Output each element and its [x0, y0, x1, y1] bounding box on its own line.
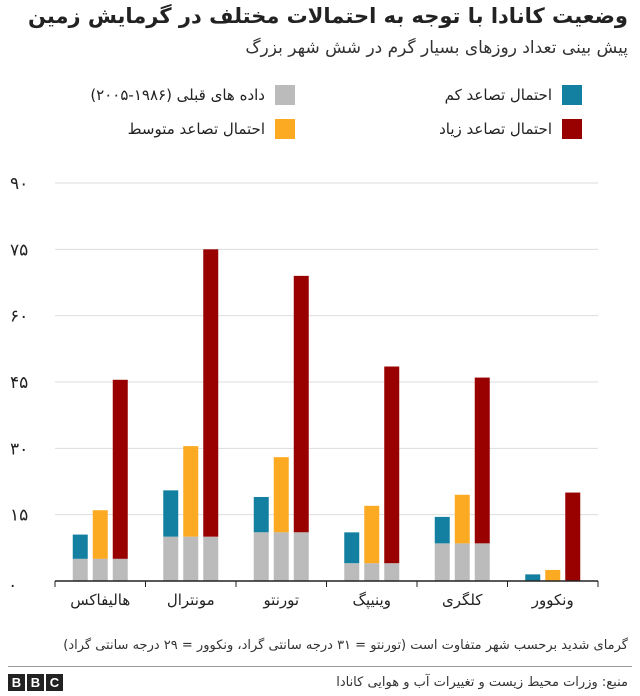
bbc-logo: B B C — [8, 674, 63, 691]
bar-projection — [344, 532, 360, 564]
bar-historical — [183, 536, 199, 581]
footer-divider — [8, 666, 632, 667]
legend-swatch-high — [562, 119, 582, 139]
bar-historical — [434, 543, 450, 581]
bar-projection — [545, 569, 561, 581]
bar-projection — [293, 275, 309, 533]
source-note: منبع: وزرات محیط زیست و تغییرات آب و هوا… — [336, 675, 628, 690]
bar-historical — [163, 536, 179, 581]
legend-high: احتمال تصاعد زیاد — [439, 119, 582, 139]
legend-swatch-low — [562, 85, 582, 105]
x-tick-label: هالیفاکس — [70, 591, 130, 609]
legend-label-high: احتمال تصاعد زیاد — [439, 120, 552, 138]
bar-projection — [565, 492, 581, 581]
bar-historical — [112, 558, 128, 581]
y-tick-label: ۷۵ — [10, 240, 28, 260]
bar-historical — [364, 563, 380, 581]
bar-projection — [163, 490, 179, 537]
legend-swatch-historical — [275, 85, 295, 105]
bar-projection — [454, 494, 470, 544]
bar-projection — [434, 516, 450, 544]
bar-historical — [72, 558, 88, 581]
bar-historical — [253, 532, 269, 581]
x-tick-label: ونکوور — [531, 591, 574, 609]
bar-projection — [183, 446, 199, 537]
bar-projection — [72, 534, 88, 559]
chart-subtitle: پیش بینی تعداد روزهای بسیار گرم در شش شه… — [245, 38, 628, 58]
chart-title: وضعیت کانادا با توجه به احتمالات مختلف د… — [27, 4, 628, 28]
x-tick-label: وینیپگ — [353, 591, 391, 610]
legend-historical: داده های قبلی (۱۹۸۶-۲۰۰۵) — [90, 85, 295, 105]
y-tick-label: ۱۵ — [10, 506, 28, 526]
y-tick-label: ۶۰ — [10, 307, 28, 327]
bar-historical — [344, 563, 360, 581]
legend-label-medium: احتمال تصاعد متوسط — [127, 120, 265, 138]
y-tick-label: ۹۰ — [10, 174, 28, 194]
bar-historical — [293, 532, 309, 581]
y-tick-label: . — [10, 572, 15, 592]
x-tick-label: مونترال — [167, 591, 215, 609]
y-tick-label: ۳۰ — [10, 439, 28, 459]
bar-historical — [384, 563, 400, 581]
bar-historical — [203, 536, 219, 581]
bar-projection — [92, 510, 108, 559]
bar-projection — [112, 379, 128, 559]
y-tick-label: ۴۵ — [10, 373, 28, 393]
footnote: گرمای شدید برحسب شهر متفاوت است (تورنتو … — [63, 638, 628, 653]
legend-label-historical: داده های قبلی (۱۹۸۶-۲۰۰۵) — [90, 86, 265, 104]
legend-swatch-medium — [275, 119, 295, 139]
legend-low: احتمال تصاعد کم — [445, 85, 582, 105]
bar-projection — [384, 366, 400, 564]
x-tick-label: کلگری — [442, 591, 483, 609]
bar-historical — [92, 558, 108, 581]
bar-projection — [525, 574, 541, 581]
bar-projection — [474, 377, 490, 544]
bar-projection — [203, 249, 219, 537]
bar-chart: . ۱۵ ۳۰ ۴۵ ۶۰ ۷۵ ۹۰ هالیفاکس مونترال تورنتو وینیپگ… — [10, 174, 599, 610]
bar-projection — [364, 505, 380, 564]
legend-label-low: احتمال تصاعد کم — [444, 86, 552, 104]
bar-projection — [253, 496, 269, 533]
bar-projection — [273, 457, 289, 533]
bar-historical — [474, 543, 490, 581]
bar-historical — [273, 532, 289, 581]
bar-historical — [454, 543, 470, 581]
legend-medium: احتمال تصاعد متوسط — [128, 119, 295, 139]
x-tick-label: تورنتو — [262, 591, 299, 609]
